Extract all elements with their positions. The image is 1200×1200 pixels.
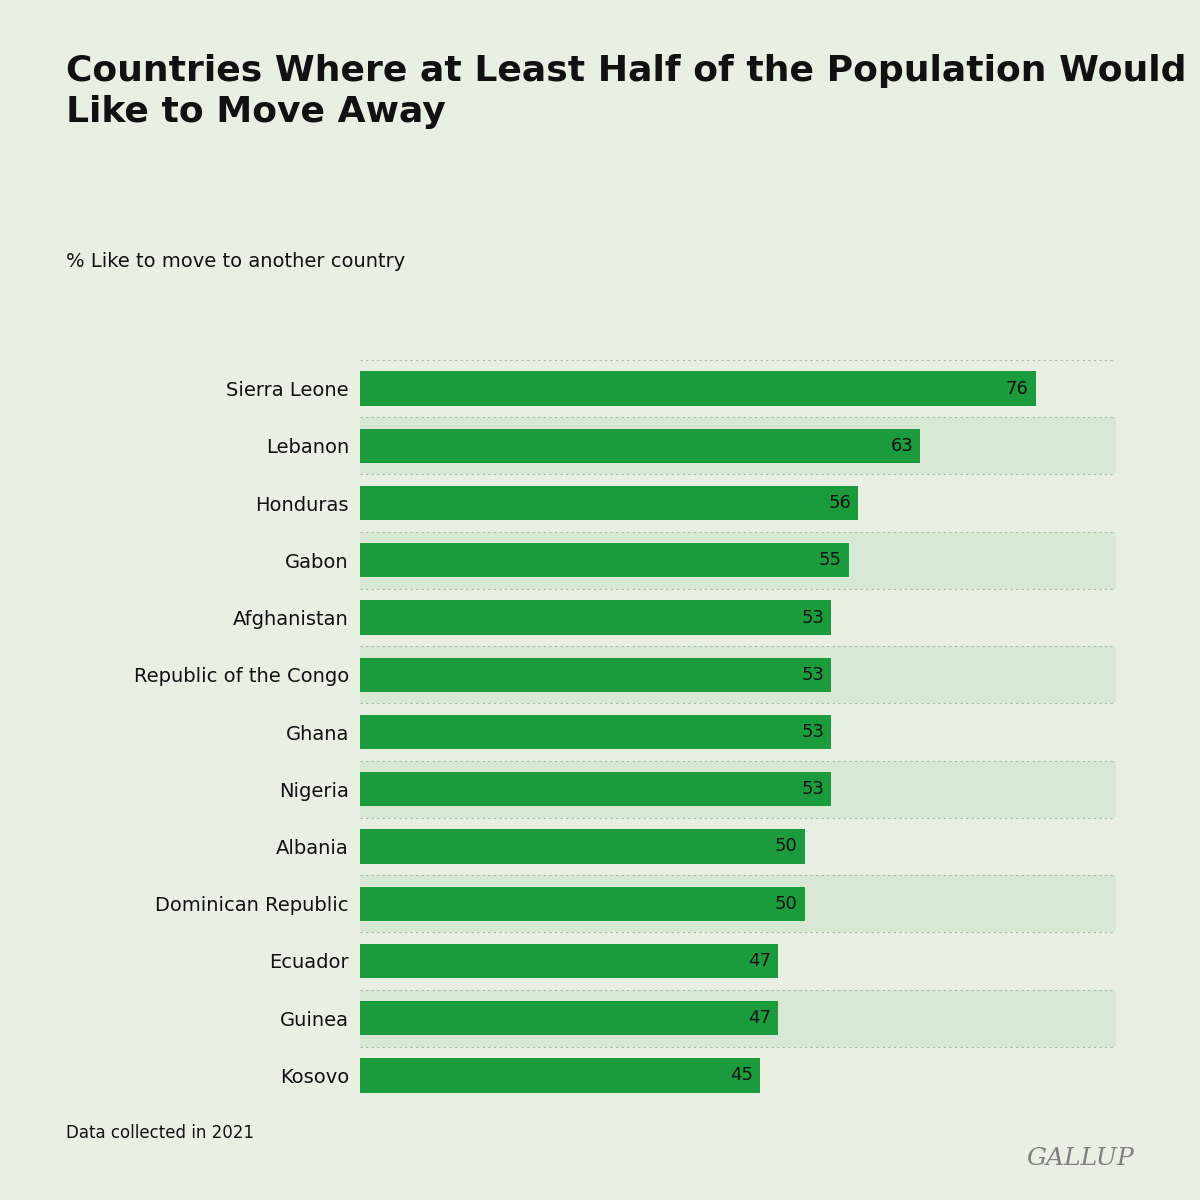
Bar xyxy=(360,658,832,692)
Bar xyxy=(360,428,920,463)
Text: 47: 47 xyxy=(748,952,770,970)
Text: 53: 53 xyxy=(802,666,824,684)
Bar xyxy=(360,532,1116,589)
Text: 53: 53 xyxy=(802,608,824,626)
Bar xyxy=(360,1001,778,1036)
Bar xyxy=(360,703,1116,761)
Text: % Like to move to another country: % Like to move to another country xyxy=(66,252,406,271)
Bar xyxy=(360,544,850,577)
Bar xyxy=(360,943,778,978)
Bar xyxy=(360,360,1116,418)
Bar xyxy=(360,646,1116,703)
Bar xyxy=(360,589,1116,646)
Text: 53: 53 xyxy=(802,780,824,798)
Text: 55: 55 xyxy=(820,551,842,569)
Bar xyxy=(360,887,805,920)
Text: 56: 56 xyxy=(828,494,851,512)
Bar xyxy=(360,474,1116,532)
Bar xyxy=(360,875,1116,932)
Text: 53: 53 xyxy=(802,722,824,740)
Bar xyxy=(360,932,1116,990)
Bar xyxy=(360,418,1116,474)
Bar xyxy=(360,715,832,749)
Text: 63: 63 xyxy=(890,437,913,455)
Bar xyxy=(360,486,858,521)
Bar xyxy=(360,600,832,635)
Text: Data collected in 2021: Data collected in 2021 xyxy=(66,1124,254,1142)
Text: 50: 50 xyxy=(775,895,798,913)
Bar xyxy=(360,829,805,864)
Bar xyxy=(360,1058,761,1092)
Bar xyxy=(360,772,832,806)
Text: 50: 50 xyxy=(775,838,798,856)
Text: 45: 45 xyxy=(730,1067,754,1085)
Text: 47: 47 xyxy=(748,1009,770,1027)
Text: GALLUP: GALLUP xyxy=(1026,1147,1134,1170)
Bar xyxy=(360,372,1036,406)
Text: 76: 76 xyxy=(1006,379,1028,397)
Bar xyxy=(360,1046,1116,1104)
Bar xyxy=(360,818,1116,875)
Bar xyxy=(360,990,1116,1046)
Text: Countries Where at Least Half of the Population Would
Like to Move Away: Countries Where at Least Half of the Pop… xyxy=(66,54,1187,128)
Bar xyxy=(360,761,1116,818)
